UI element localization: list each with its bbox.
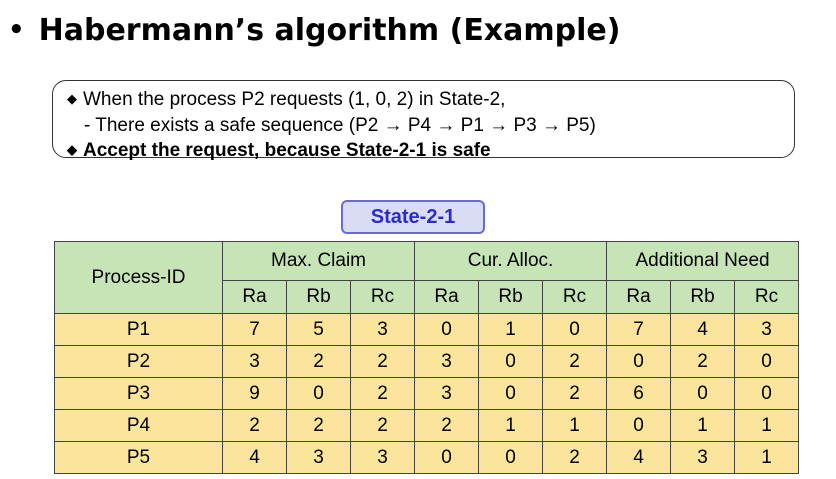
note-line-3: ◆ Accept the request, because State-2-1 i… <box>67 138 794 164</box>
value-cell: 1 <box>734 409 800 442</box>
value-cell: 0 <box>734 377 800 410</box>
value-cell: 1 <box>542 409 608 442</box>
value-cell: 0 <box>542 313 608 346</box>
value-cell: 2 <box>286 345 351 378</box>
state-label: State-2-1 <box>341 200 485 234</box>
table-row: P1 7 5 3 0 1 0 7 4 3 <box>54 313 800 346</box>
title-bullet: • <box>8 15 25 45</box>
diamond-bullet-icon: ◆ <box>67 142 77 157</box>
value-cell: 0 <box>414 441 480 474</box>
table-row: P5 4 3 3 0 0 2 4 3 1 <box>54 441 800 474</box>
value-cell: 3 <box>286 441 351 474</box>
note-line-1-text: When the process P2 requests (1, 0, 2) i… <box>83 89 506 110</box>
value-cell: 0 <box>478 377 544 410</box>
table-row: P3 9 0 2 3 0 2 6 0 0 <box>54 377 800 410</box>
value-cell: 3 <box>349 441 416 474</box>
value-cell: 3 <box>734 313 800 346</box>
cur-alloc-header: Cur. Alloc. <box>414 241 608 281</box>
value-cell: 4 <box>670 313 736 346</box>
value-cell: 2 <box>542 441 608 474</box>
value-cell: 5 <box>286 313 351 346</box>
value-cell: 2 <box>542 345 608 378</box>
value-cell: 2 <box>222 409 287 442</box>
state-table: Process-ID Max. Claim Cur. Alloc. Additi… <box>54 241 800 474</box>
value-cell: 3 <box>414 377 480 410</box>
value-cell: 0 <box>478 441 544 474</box>
value-cell: 3 <box>222 345 287 378</box>
process-id-cell: P1 <box>54 313 223 346</box>
value-cell: 2 <box>414 409 480 442</box>
value-cell: 0 <box>606 409 672 442</box>
value-cell: 0 <box>478 345 544 378</box>
resource-subheader: Rc <box>349 280 416 314</box>
resource-subheader: Rc <box>542 280 608 314</box>
value-cell: 2 <box>349 409 416 442</box>
value-cell: 1 <box>478 313 544 346</box>
resource-subheader: Rb <box>286 280 351 314</box>
table-row: P4 2 2 2 2 1 1 0 1 1 <box>54 409 800 442</box>
note-line-3-text: Accept the request, because State-2-1 is… <box>83 140 491 161</box>
value-cell: 3 <box>414 345 480 378</box>
note-line-1: ◆ When the process P2 requests (1, 0, 2) … <box>67 87 794 113</box>
value-cell: 2 <box>542 377 608 410</box>
diamond-bullet-icon: ◆ <box>67 91 77 106</box>
resource-subheader: Rb <box>670 280 736 314</box>
value-cell: 4 <box>606 441 672 474</box>
value-cell: 2 <box>349 345 416 378</box>
value-cell: 0 <box>414 313 480 346</box>
resource-subheader: Ra <box>414 280 480 314</box>
process-id-header: Process-ID <box>54 241 223 314</box>
title-text: Habermann’s algorithm (Example) <box>38 12 621 48</box>
process-id-cell: P5 <box>54 441 223 474</box>
value-cell: 3 <box>670 441 736 474</box>
value-cell: 0 <box>734 345 800 378</box>
value-cell: 7 <box>222 313 287 346</box>
process-id-cell: P4 <box>54 409 223 442</box>
value-cell: 7 <box>606 313 672 346</box>
value-cell: 0 <box>670 377 736 410</box>
process-id-cell: P3 <box>54 377 223 410</box>
resource-subheader: Ra <box>606 280 672 314</box>
resource-subheader: Rc <box>734 280 800 314</box>
value-cell: 6 <box>606 377 672 410</box>
resource-subheader: Ra <box>222 280 287 314</box>
value-cell: 1 <box>670 409 736 442</box>
value-cell: 1 <box>478 409 544 442</box>
slide-title: • Habermann’s algorithm (Example) <box>8 4 620 56</box>
value-cell: 0 <box>286 377 351 410</box>
value-cell: 2 <box>670 345 736 378</box>
max-claim-header: Max. Claim <box>221 241 416 281</box>
note-line-2: - There exists a safe sequence (P2 → P4 … <box>84 115 596 136</box>
value-cell: 2 <box>349 377 416 410</box>
resource-subheader: Rb <box>478 280 544 314</box>
note-box: ◆ When the process P2 requests (1, 0, 2) … <box>52 80 795 161</box>
value-cell: 0 <box>606 345 672 378</box>
process-id-cell: P2 <box>54 345 223 378</box>
table-row: P2 3 2 2 3 0 2 0 2 0 <box>54 345 800 378</box>
value-cell: 4 <box>222 441 287 474</box>
value-cell: 3 <box>349 313 416 346</box>
value-cell: 2 <box>286 409 351 442</box>
value-cell: 1 <box>734 441 800 474</box>
value-cell: 9 <box>222 377 287 410</box>
additional-need-header: Additional Need <box>606 241 800 281</box>
